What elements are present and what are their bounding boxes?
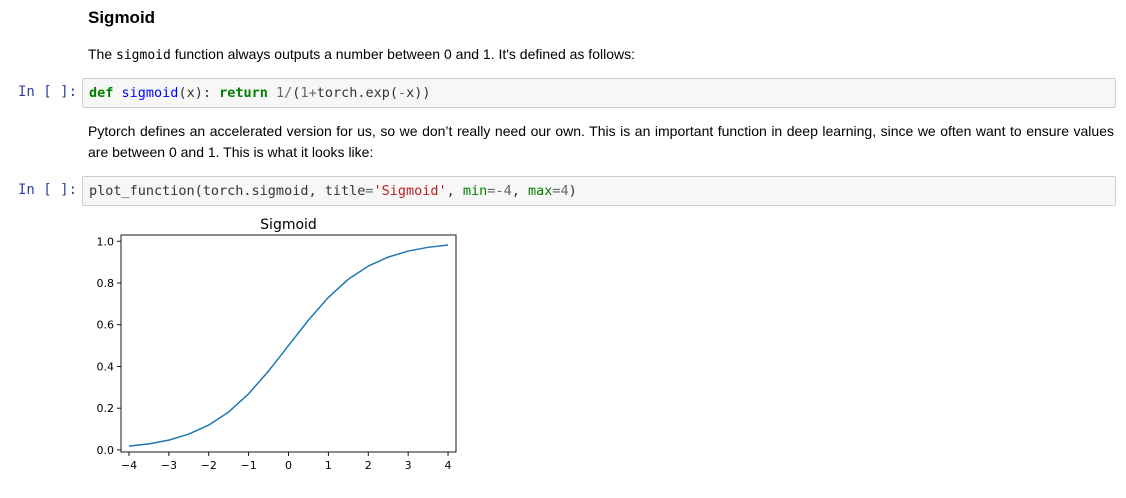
code1-token xyxy=(113,85,121,101)
code-cell-1[interactable]: def sigmoid(x): return 1/(1+torch.exp(-x… xyxy=(82,78,1116,108)
code1-token: torch.exp( xyxy=(316,85,398,101)
code1-token: sigmoid xyxy=(121,85,179,101)
x-tick-label: 4 xyxy=(445,459,452,472)
x-tick-label: −3 xyxy=(161,459,177,472)
code1-token: / xyxy=(284,85,293,101)
code2-token: , xyxy=(511,183,528,199)
code1-token: 1 xyxy=(276,85,285,101)
intro-text-post: function always outputs a number between… xyxy=(170,46,635,62)
intro-text-pre: The xyxy=(88,46,117,62)
code2-token: = xyxy=(487,183,496,199)
y-tick-label: 0.4 xyxy=(97,360,115,373)
code2-token: , xyxy=(446,183,463,199)
code2-token: = xyxy=(552,183,561,199)
x-tick-label: −1 xyxy=(241,459,257,472)
code2-token: 4 xyxy=(560,183,569,199)
y-tick-label: 0.0 xyxy=(97,444,115,457)
code1-token xyxy=(268,85,276,101)
x-tick-label: 1 xyxy=(325,459,332,472)
y-tick-label: 0.8 xyxy=(97,277,115,290)
y-tick-label: 0.6 xyxy=(97,319,115,332)
x-tick-label: −4 xyxy=(121,459,137,472)
code1-token: (x): xyxy=(178,85,220,101)
code-cell-2[interactable]: plot_function(torch.sigmoid, title='Sigm… xyxy=(82,176,1116,206)
x-tick-label: 2 xyxy=(365,459,372,472)
code1-token: def xyxy=(89,85,114,101)
sigmoid-series-line xyxy=(128,244,449,447)
y-tick-label: 0.2 xyxy=(97,402,115,415)
code1-token: + xyxy=(308,85,317,101)
cell-prompt-2: In [ ]: xyxy=(18,182,78,198)
code2-token: -4 xyxy=(495,183,512,199)
code2-token: = xyxy=(365,183,374,199)
code-line-1[interactable]: def sigmoid(x): return 1/(1+torch.exp(-x… xyxy=(89,85,431,101)
code-line-2[interactable]: plot_function(torch.sigmoid, title='Sigm… xyxy=(89,183,577,199)
code1-token: return xyxy=(219,85,268,101)
code2-token: max xyxy=(527,183,553,199)
x-tick-label: 0 xyxy=(285,459,292,472)
code1-token: 1 xyxy=(300,85,309,101)
code1-token: - xyxy=(397,85,407,101)
chart-title: Sigmoid xyxy=(260,217,317,233)
code2-token: plot_function(torch.sigmoid, title xyxy=(89,183,366,199)
x-tick-label: −2 xyxy=(201,459,217,472)
plot-frame xyxy=(120,234,457,453)
inline-code-sigmoid: sigmoid xyxy=(116,48,171,63)
cell-prompt-1: In [ ]: xyxy=(18,84,78,100)
intro-paragraph: The sigmoid function always outputs a nu… xyxy=(88,44,1114,66)
y-tick-label: 1.0 xyxy=(97,235,115,248)
explanation-paragraph: Pytorch defines an accelerated version f… xyxy=(88,123,1114,160)
code1-token: x)) xyxy=(406,85,431,101)
code2-token: ) xyxy=(568,183,577,199)
x-tick-label: 3 xyxy=(405,459,412,472)
section-heading: Sigmoid xyxy=(88,8,156,27)
code1-token: ( xyxy=(292,85,301,101)
sigmoid-chart: Sigmoid −4 −3 −2 −1 0 1 2 3 4 0.0 0.2 0.4 0.6 0.8 1.0 xyxy=(97,217,457,472)
code2-token: min xyxy=(462,183,488,199)
code2-token: 'Sigmoid' xyxy=(373,183,447,199)
